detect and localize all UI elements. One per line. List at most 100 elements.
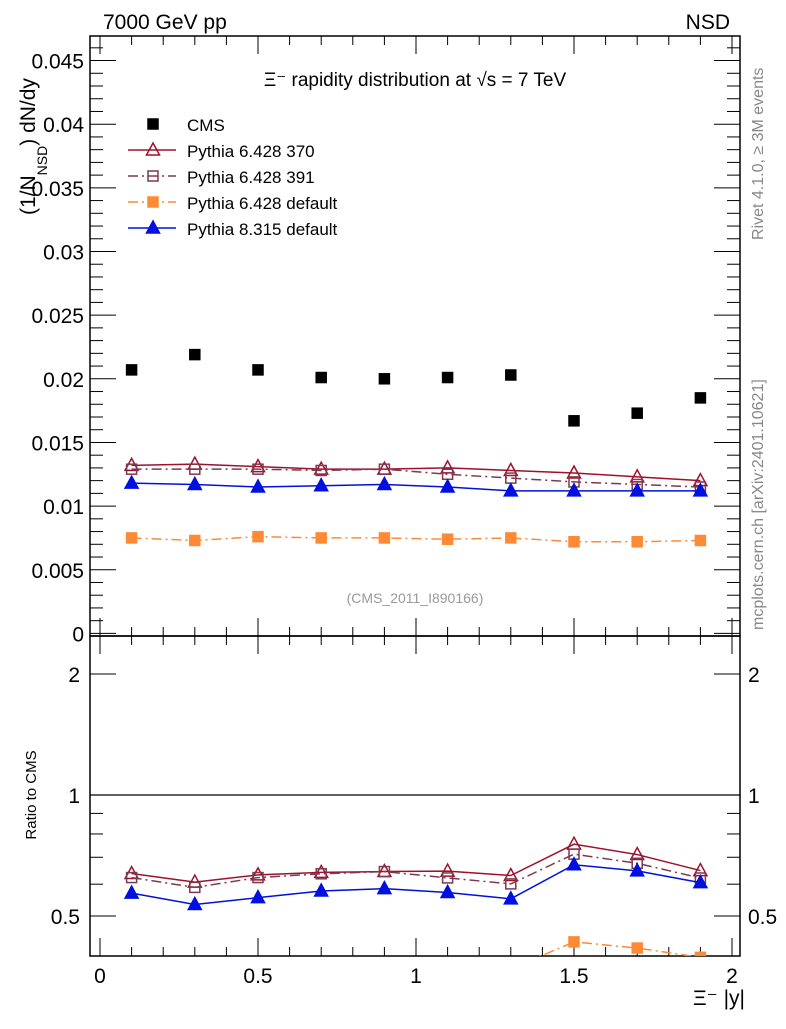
legend-label: Pythia 6.428 370 [187, 142, 315, 161]
data-point [694, 534, 707, 547]
y-tick-label: 0.04 [43, 114, 84, 137]
ratio-tick-label: 1 [68, 785, 80, 808]
ratio-point [127, 967, 137, 977]
ratio-tick-label-right: 2 [748, 664, 760, 687]
ratio-point [506, 964, 516, 974]
data-point [378, 373, 391, 385]
y-tick-label: 0.02 [43, 369, 84, 392]
data-point [315, 464, 327, 477]
data-point [505, 532, 517, 544]
ratio-point [376, 880, 393, 895]
ratio-point [505, 878, 517, 890]
legend-label: CMS [187, 116, 225, 135]
data-point [378, 532, 391, 544]
ratio-tick-label: 2 [68, 664, 80, 687]
legend-label: Pythia 8.315 default [187, 220, 338, 239]
side-text-bottom: mcplots.cern.ch [arXiv:2401.10621] [750, 379, 767, 630]
y-tick-label: 0.015 [31, 432, 84, 455]
legend-label: Pythia 6.428 default [187, 194, 338, 213]
legend-marker [145, 141, 161, 156]
watermark: (CMS_2011_I890166) [347, 590, 484, 606]
legend-item: Pythia 6.428 default [128, 194, 338, 213]
data-point [252, 364, 264, 376]
ratio-point [315, 868, 327, 880]
ratio-point [250, 866, 266, 881]
y-tick-label: 0.045 [31, 51, 84, 74]
legend-item: CMS [147, 116, 225, 135]
x-tick-label: 0.5 [243, 965, 272, 988]
data-point [189, 348, 201, 361]
data-point [189, 534, 201, 547]
data-point [125, 463, 138, 475]
data-point [631, 535, 643, 548]
ratio-series [125, 848, 707, 894]
data-point [123, 474, 140, 489]
ratio-point [252, 871, 264, 884]
ratio-point [566, 856, 582, 871]
data-point [503, 482, 519, 497]
legend-marker [147, 170, 159, 182]
data-point [252, 530, 264, 543]
y-tick-label: 0.035 [31, 178, 84, 201]
data-point [125, 532, 138, 544]
series-pythia-6-428-370 [123, 455, 709, 888]
legend-marker [147, 196, 159, 208]
ratio-line [131, 863, 701, 906]
data-point [568, 415, 580, 427]
data-point [315, 532, 327, 544]
legend-marker [145, 219, 161, 234]
ratio-series [123, 835, 709, 888]
ratio-point [629, 845, 645, 861]
series-pythia-8-315-default [123, 474, 709, 911]
data-point [439, 459, 456, 474]
data-point [189, 463, 201, 475]
x-tick-label: 1.5 [559, 965, 588, 988]
y-tick-label: 0.005 [31, 560, 84, 583]
series-line [131, 482, 701, 492]
x-tick-label: 1 [410, 965, 422, 988]
data-point [376, 475, 393, 491]
ratio-point [566, 835, 582, 850]
y-tick-label: 0 [72, 623, 84, 646]
ratio-point [439, 883, 456, 899]
series-line [131, 468, 701, 488]
series-line [131, 535, 701, 543]
ratio-point [125, 871, 138, 884]
ratio-point [316, 962, 326, 972]
ratio-point [503, 890, 519, 905]
data-point [250, 478, 266, 493]
ratio-line [131, 843, 701, 883]
ratio-tick-label-right: 0.5 [748, 906, 777, 929]
ratio-point [568, 936, 580, 948]
data-point [439, 478, 456, 493]
ratio-line [538, 941, 697, 956]
ratio-point [692, 874, 709, 889]
x-tick-label: 2 [726, 965, 738, 988]
ratio-point [694, 951, 707, 956]
ratio-point [189, 881, 201, 894]
legend-item: Pythia 8.315 default [128, 219, 338, 239]
x-axis-label: Ξ⁻ |y| [693, 987, 745, 1010]
ratio-point [190, 982, 200, 992]
data-point [566, 482, 582, 497]
data-point [629, 468, 645, 483]
data-point [313, 460, 329, 475]
data-point [313, 477, 329, 492]
data-point [187, 475, 203, 491]
ratio-series [127, 936, 707, 992]
series-cms [125, 348, 707, 427]
ratio-point [187, 895, 203, 911]
x-tick-label: 0 [94, 965, 106, 988]
data-point [568, 535, 580, 548]
legend-marker [147, 118, 159, 130]
legend-item: Pythia 6.428 370 [128, 141, 315, 161]
data-point [441, 371, 454, 384]
legend-item: Pythia 6.428 391 [128, 168, 315, 187]
data-point [378, 463, 391, 475]
ratio-point [379, 961, 389, 971]
data-point [315, 371, 327, 384]
ratio-point [250, 889, 266, 904]
data-point [505, 369, 517, 381]
ratio-point [629, 862, 645, 877]
ratio-point [313, 882, 329, 897]
